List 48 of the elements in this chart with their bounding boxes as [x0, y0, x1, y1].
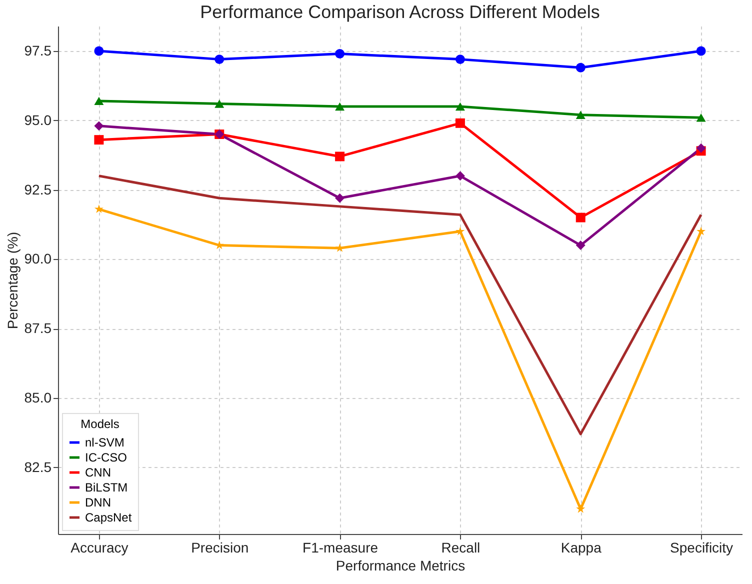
y-tick-label: 95.0 — [24, 112, 52, 128]
point — [576, 504, 586, 513]
x-tick-label: Precision — [191, 540, 249, 556]
legend-label: nl-SVM — [85, 436, 124, 450]
point — [455, 54, 465, 64]
point — [94, 121, 104, 131]
x-tick-label: Recall — [441, 540, 480, 556]
legend-label: DNN — [85, 496, 111, 510]
point — [214, 54, 224, 64]
legend-title: Models — [80, 417, 120, 431]
point — [576, 110, 586, 119]
legend-label: CNN — [85, 466, 111, 480]
point — [94, 135, 104, 145]
point — [455, 102, 465, 111]
legend-label: CapsNet — [85, 510, 132, 524]
point — [455, 171, 465, 181]
y-tick-label: 90.0 — [24, 250, 52, 267]
point — [696, 226, 706, 236]
point — [696, 143, 706, 153]
point — [335, 102, 345, 111]
y-tick-label: 97.5 — [24, 42, 52, 58]
point — [94, 204, 104, 214]
x-axis-title: Performance Metrics — [336, 558, 466, 574]
x-tick-label: Specificity — [670, 540, 734, 556]
point — [576, 240, 586, 250]
point — [696, 114, 706, 122]
legend-label: BiLSTM — [85, 480, 128, 494]
y-axis-title: Percentage (%) — [4, 232, 20, 330]
point — [94, 46, 104, 56]
point — [456, 226, 465, 236]
x-tick-label: Accuracy — [70, 540, 128, 556]
point — [335, 49, 345, 58]
point — [335, 193, 345, 203]
x-tick-label: F1-measure — [302, 540, 378, 556]
legend-label: IC-CSO — [85, 450, 127, 464]
point — [576, 212, 586, 222]
point — [94, 96, 104, 106]
chart-title: Performance Comparison Across Different Models — [200, 2, 600, 22]
y-tick-label: 82.5 — [24, 458, 52, 475]
y-tick-label: 92.5 — [24, 181, 52, 198]
point — [335, 152, 345, 162]
point — [696, 46, 706, 56]
y-tick-label: 87.5 — [24, 320, 52, 336]
y-tick-label: 85.0 — [24, 389, 52, 406]
point — [455, 118, 465, 128]
point — [214, 100, 224, 108]
point — [576, 62, 586, 72]
x-tick-label: Kappa — [560, 540, 602, 556]
